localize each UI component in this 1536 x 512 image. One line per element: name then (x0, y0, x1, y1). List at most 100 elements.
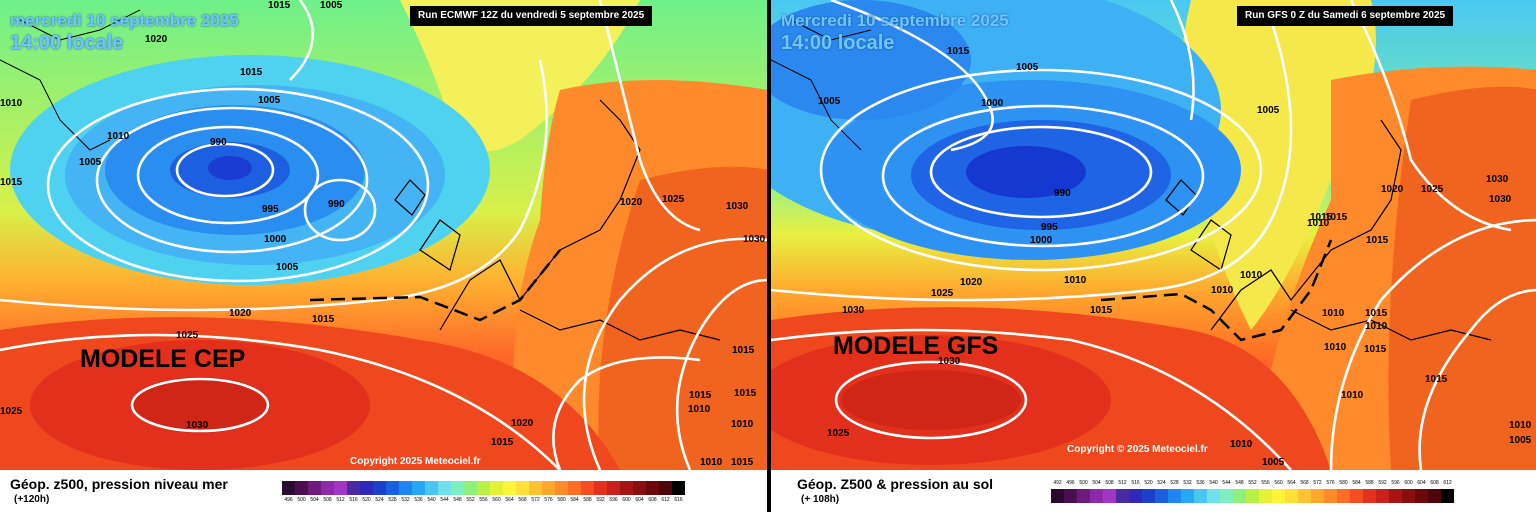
gfs-map-panel: Mercredi 10 septembre 2025 14:00 locale … (771, 0, 1536, 512)
color-scale-swatch (1181, 489, 1194, 503)
color-scale-tick: 548 (1235, 480, 1244, 486)
isobar-label: 1010 (1240, 270, 1263, 281)
color-scale-swatch (529, 481, 542, 495)
isobar-label: 1005 (1509, 435, 1532, 446)
isobar-label: 1015 (947, 46, 970, 57)
forecast-date-line1: Mercredi 10 septembre 2025 (781, 11, 1009, 30)
color-scale-swatch (516, 481, 529, 495)
forecast-date: mercredi 10 septembre 2025 14:00 locale (10, 10, 239, 54)
isobar-label: 1030 (726, 201, 749, 212)
isobar-label: 1015 (1365, 308, 1388, 319)
forecast-date: Mercredi 10 septembre 2025 14:00 locale (781, 10, 1009, 54)
color-scale-ticks: 492 496 500 504 508 512 516 520 524 528 532 536 540 5… (1051, 480, 1454, 486)
isobar-label: 1030 (1486, 174, 1509, 185)
forecast-hour: (+ 108h) (801, 494, 840, 505)
color-scale-swatch (1272, 489, 1285, 503)
color-scale-swatch (412, 481, 425, 495)
color-scale-tick: 524 (375, 497, 384, 503)
color-scale-swatch (503, 481, 516, 495)
isobar-label: 1020 (511, 418, 534, 429)
color-scale-tick: 612 (1443, 480, 1452, 486)
color-scale-swatch (542, 481, 555, 495)
color-scale-tick: 580 (557, 497, 566, 503)
color-scale-swatch (568, 481, 581, 495)
isobar-label: 990 (210, 137, 227, 148)
color-scale-tick: 564 (505, 497, 514, 503)
color-scale (282, 481, 685, 495)
isobar-label: 1015 (268, 0, 291, 11)
isobar-label: 1025 (662, 194, 685, 205)
isobar-label: 995 (262, 204, 279, 215)
color-scale-swatch (1051, 489, 1064, 503)
isobar-label: 1025 (931, 288, 954, 299)
legend-area: Géop. Z500 & pression au sol (+ 108h) 49… (771, 470, 1536, 512)
isobar-label: 1005 (1262, 457, 1285, 468)
color-scale-swatch (425, 481, 438, 495)
isobar-label: 1010 (107, 131, 130, 142)
color-scale-swatch (1103, 489, 1116, 503)
color-scale-swatch (1077, 489, 1090, 503)
color-scale-tick: 532 (1183, 480, 1192, 486)
isobar-label: 1010 (1322, 308, 1345, 319)
color-scale-ticks: 496 500 504 508 512 516 520 524 528 532 536 540 544 5… (282, 497, 685, 503)
color-scale-tick: 596 (609, 497, 618, 503)
color-scale-swatch (1129, 489, 1142, 503)
color-scale-tick: 600 (1404, 480, 1413, 486)
legend-area: Géop. z500, pression niveau mer (+120h) … (0, 470, 767, 512)
color-scale-tick: 580 (1339, 480, 1348, 486)
color-scale-tick: 572 (1313, 480, 1322, 486)
run-label: Run ECMWF 12Z du vendredi 5 septembre 20… (410, 6, 653, 26)
color-scale-swatch (477, 481, 490, 495)
color-scale-swatch (490, 481, 503, 495)
color-scale-swatch (451, 481, 464, 495)
color-scale-swatch (1363, 489, 1376, 503)
color-scale-tick: 528 (1170, 480, 1179, 486)
color-scale-tick: 540 (1209, 480, 1218, 486)
isobar-label: 1010 (1509, 420, 1532, 431)
color-scale-swatch (1246, 489, 1259, 503)
isobar-label: 1005 (1257, 105, 1280, 116)
color-scale-tick: 500 (1079, 480, 1088, 486)
copyright: Copyright 2025 Meteociel.fr (350, 456, 481, 467)
isobar-label: 1020 (229, 308, 252, 319)
color-scale (1051, 489, 1454, 503)
color-scale-swatch (1311, 489, 1324, 503)
color-scale-swatch (464, 481, 477, 495)
isobar-label: 1000 (1030, 235, 1053, 246)
isobar-label: 1020 (960, 277, 983, 288)
color-scale-tick: 560 (1274, 480, 1283, 486)
color-scale-swatch (399, 481, 412, 495)
color-scale-swatch (1441, 489, 1454, 503)
isobar-label: 1015 (1366, 235, 1389, 246)
color-scale-swatch (386, 481, 399, 495)
isobar-label: 990 (328, 199, 345, 210)
color-scale-swatch (1168, 489, 1181, 503)
isobar-label: 1025 (176, 330, 199, 341)
color-scale-tick: 544 (1222, 480, 1231, 486)
color-scale-swatch (295, 481, 308, 495)
isobar-label: 1005 (1016, 62, 1039, 73)
color-scale-tick: 576 (544, 497, 553, 503)
color-scale-tick: 504 (1092, 480, 1101, 486)
color-scale-swatch (594, 481, 607, 495)
color-scale-tick: 552 (466, 497, 475, 503)
isobar-label: 990 (1054, 188, 1071, 199)
color-scale-tick: 556 (479, 497, 488, 503)
color-scale-tick: 548 (453, 497, 462, 503)
isobar-label: 1015 (1090, 305, 1113, 316)
color-scale-swatch (373, 481, 386, 495)
color-scale-tick: 608 (648, 497, 657, 503)
color-scale-tick: 508 (323, 497, 332, 503)
color-scale-swatch (1324, 489, 1337, 503)
color-scale-tick: 516 (349, 497, 358, 503)
color-scale-swatch (308, 481, 321, 495)
isobar-label: 1015 (731, 457, 754, 468)
isobar-label: 1015 (1325, 212, 1348, 223)
color-scale-tick: 540 (427, 497, 436, 503)
color-scale-swatch (1194, 489, 1207, 503)
isobar-label: 1020 (1381, 184, 1404, 195)
color-scale-tick: 604 (635, 497, 644, 503)
color-scale-swatch (334, 481, 347, 495)
color-scale-swatch (633, 481, 646, 495)
isobar-label: 1030 (743, 234, 766, 245)
